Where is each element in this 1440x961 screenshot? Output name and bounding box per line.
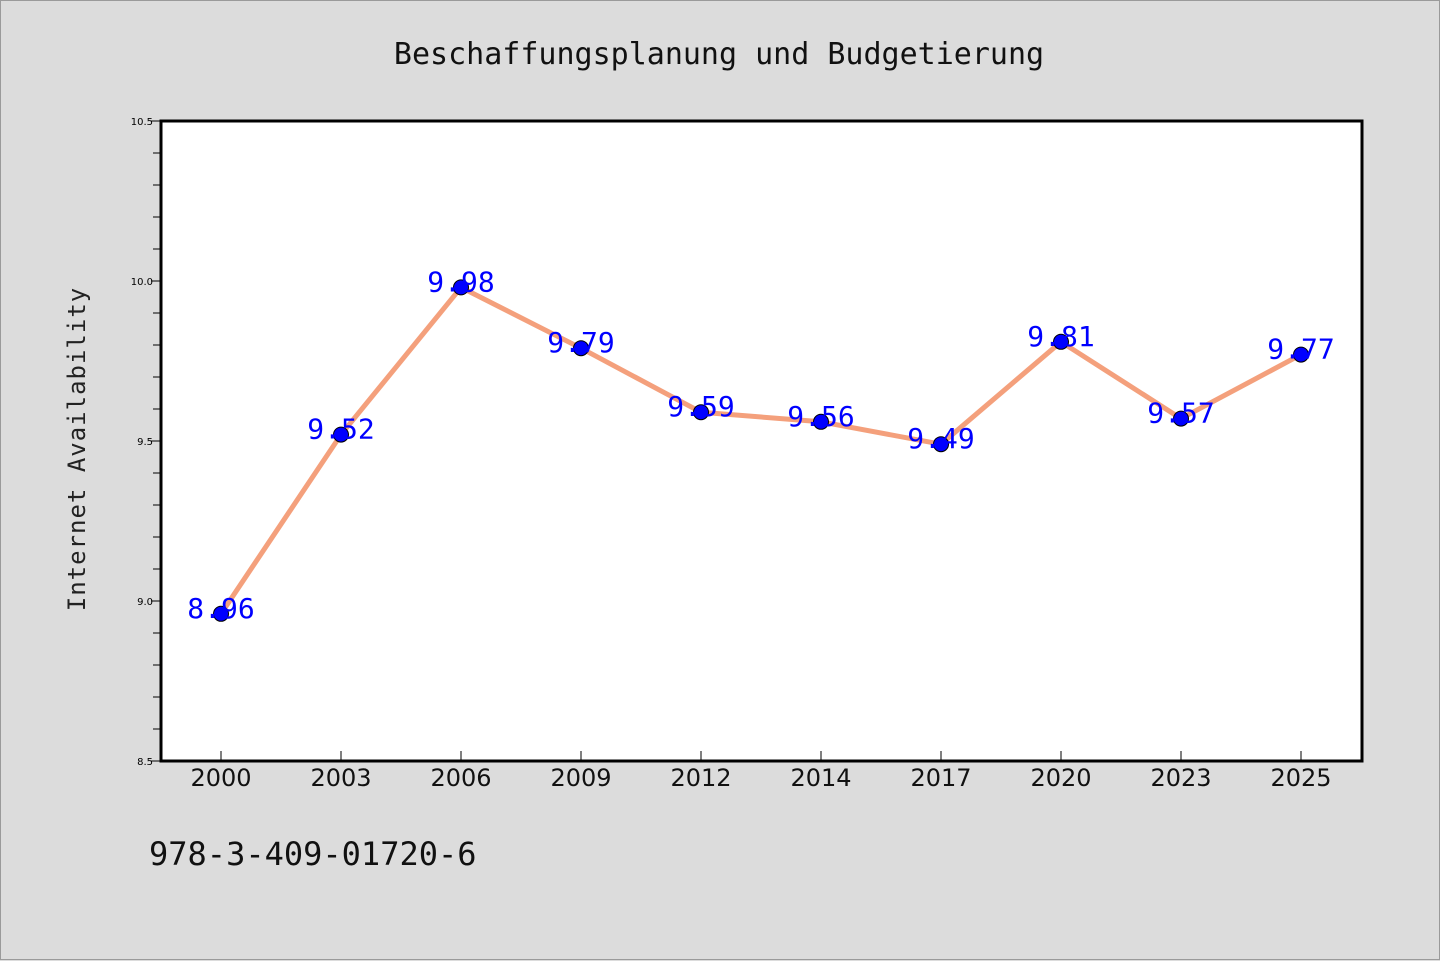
data-label: 9.81 bbox=[1027, 320, 1094, 353]
x-tick-label: 2020 bbox=[1030, 764, 1091, 792]
data-point bbox=[693, 404, 709, 421]
y-tick-label: 9.5 bbox=[137, 437, 153, 448]
data-point bbox=[813, 413, 829, 430]
data-point bbox=[1293, 346, 1309, 363]
y-tick-label: 10.5 bbox=[131, 117, 153, 128]
data-point bbox=[453, 279, 469, 296]
y-tick-label: 9.0 bbox=[137, 597, 153, 608]
data-label: 8.96 bbox=[187, 592, 254, 625]
data-point bbox=[1173, 410, 1189, 427]
x-tick-label: 2000 bbox=[190, 764, 251, 792]
data-point bbox=[213, 605, 229, 622]
series-line-group bbox=[218, 284, 1304, 617]
y-axis: 8.5 9.0 9.5 10.0 10.5 bbox=[131, 117, 161, 768]
x-tick-label: 2017 bbox=[910, 764, 971, 792]
data-label: 9.59 bbox=[667, 390, 734, 423]
x-tick-label: 2012 bbox=[670, 764, 731, 792]
data-point bbox=[1053, 333, 1069, 350]
y-axis-label: Internet Availability bbox=[63, 287, 91, 611]
x-tick-label: 2009 bbox=[550, 764, 611, 792]
chart-title: Beschaffungsplanung und Budgetierung bbox=[394, 37, 1044, 72]
data-label: 9.57 bbox=[1147, 397, 1214, 430]
x-tick-label: 2003 bbox=[310, 764, 371, 792]
data-point bbox=[573, 340, 589, 357]
data-labels: 8.96 9.52 9.98 9.79 9.59 9.56 9.49 9.81 9.57 9.77 bbox=[187, 265, 1334, 624]
y-tick-label: 10.0 bbox=[131, 277, 153, 288]
x-tick-label: 2006 bbox=[430, 764, 491, 792]
data-label: 9.52 bbox=[307, 413, 374, 446]
y-tick-label: 8.5 bbox=[137, 757, 153, 768]
data-point bbox=[933, 436, 949, 453]
plot-area bbox=[159, 119, 1364, 763]
x-tick-label: 2025 bbox=[1270, 764, 1331, 792]
x-tick-label: 2023 bbox=[1150, 764, 1211, 792]
data-markers bbox=[213, 279, 1309, 622]
data-point bbox=[333, 426, 349, 443]
data-label: 9.77 bbox=[1267, 333, 1334, 366]
x-axis: 2000 2003 2006 2009 2012 2014 2017 2020 2023 2025 bbox=[190, 751, 1332, 792]
data-label: 9.79 bbox=[547, 326, 614, 359]
data-label: 9.56 bbox=[787, 400, 854, 433]
data-label: 9.49 bbox=[907, 422, 974, 455]
data-label: 9.98 bbox=[427, 265, 494, 298]
x-tick-label: 2014 bbox=[790, 764, 851, 792]
series-line bbox=[218, 284, 1304, 617]
isbn-footer: 978-3-409-01720-6 bbox=[149, 835, 477, 873]
